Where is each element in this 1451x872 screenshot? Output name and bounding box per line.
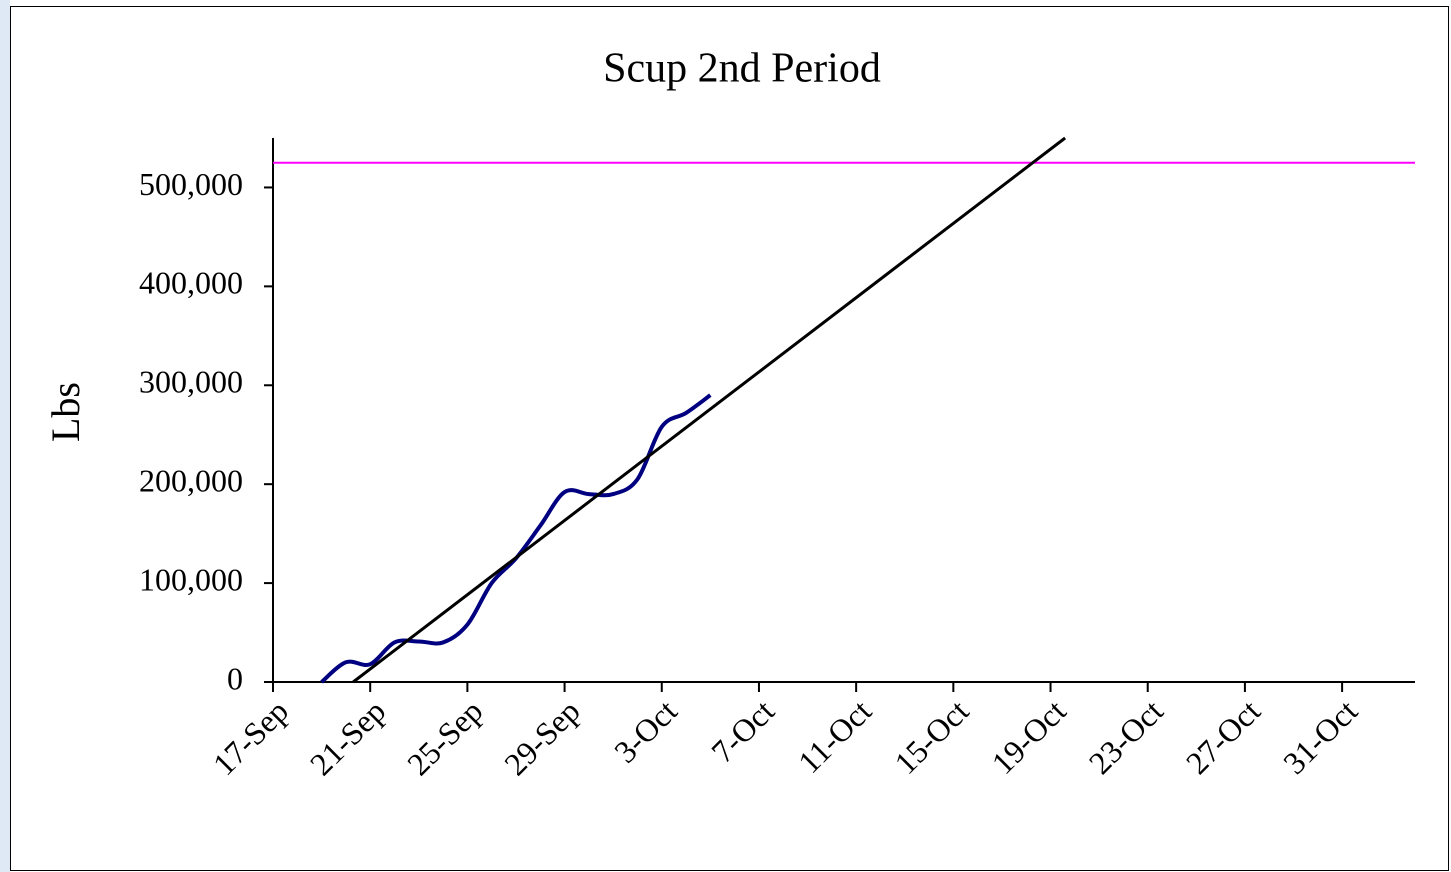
left-band — [0, 0, 10, 872]
y-tick-label: 200,000 — [139, 463, 243, 499]
trend-line — [352, 136, 1067, 684]
frame — [10, 6, 1449, 871]
y-tick-label: 400,000 — [139, 265, 243, 301]
y-tick-label: 300,000 — [139, 364, 243, 400]
y-tick-label: 0 — [227, 660, 243, 696]
y-tick-label: 500,000 — [139, 166, 243, 202]
y-tick-label: 100,000 — [139, 561, 243, 597]
y-axis-label: Lbs — [43, 382, 88, 442]
chart-title: Scup 2nd Period — [603, 46, 881, 92]
